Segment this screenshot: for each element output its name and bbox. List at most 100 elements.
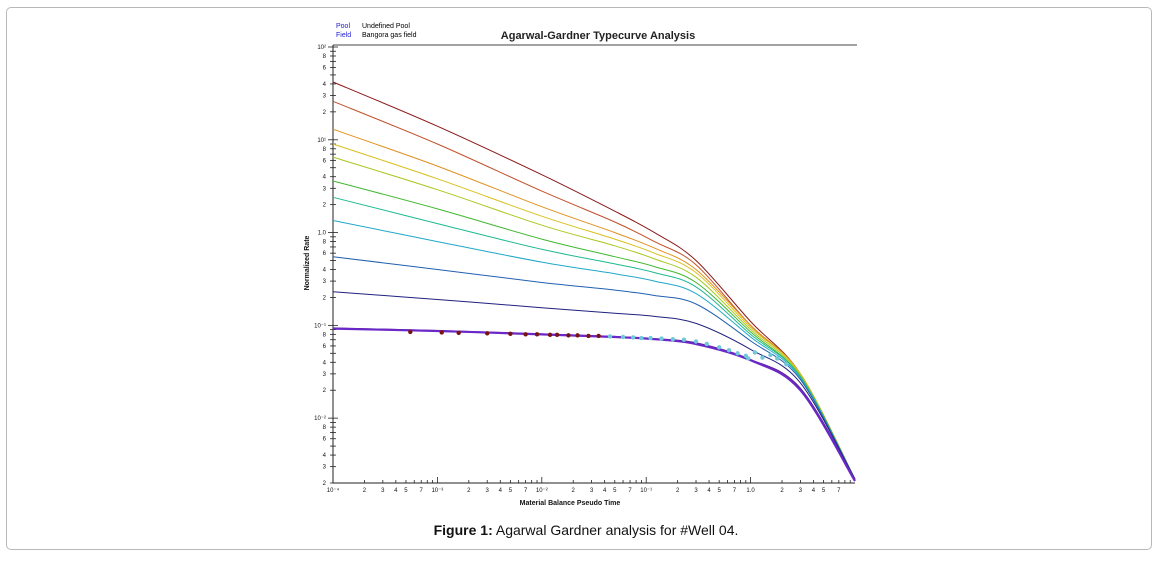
- y-tick-label: 8: [323, 332, 327, 338]
- x-tick-label: 10⁻³: [431, 488, 443, 494]
- x-tick-label: 10⁻⁴: [327, 487, 340, 494]
- typecurve-1: [332, 81, 856, 480]
- x-tick-label: 4: [812, 488, 816, 494]
- x-tick-label: 7: [628, 488, 632, 494]
- typecurve-5: [332, 156, 856, 480]
- x-tick-label: 2: [363, 488, 367, 494]
- y-tick-label: 2: [323, 388, 327, 394]
- caption-label: Figure 1:: [433, 522, 493, 538]
- y-tick-label: 2: [323, 295, 327, 301]
- x-tick-label: 5: [509, 488, 513, 494]
- data-point-light: [704, 341, 709, 347]
- y-tick-label: 10⁻²: [314, 416, 326, 422]
- x-tick-label: 7: [733, 488, 737, 494]
- x-tick-label: 5: [404, 488, 408, 494]
- x-tick-label: 7: [837, 488, 841, 494]
- typecurve-chart: Pool Undefined Pool Field Bangora gas fi…: [304, 23, 857, 507]
- y-tick-label: 3: [323, 186, 327, 192]
- x-tick-label: 7: [420, 488, 424, 494]
- data-point-dark: [554, 332, 560, 338]
- x-tick-label: 5: [718, 488, 722, 494]
- y-tick-label: 6: [323, 344, 327, 350]
- legend-pool-value: Undefined Pool: [362, 23, 410, 30]
- x-tick-label: 10⁻²: [536, 488, 548, 494]
- data-point-light: [784, 362, 789, 367]
- data-point-dark: [534, 332, 540, 337]
- x-tick-label: 3: [799, 488, 803, 494]
- x-tick-label: 3: [381, 488, 385, 494]
- legend-field-value: Bangora gas field: [362, 32, 417, 39]
- y-tick-label: 4: [323, 267, 327, 273]
- typecurve-7: [332, 196, 856, 480]
- data-point-light: [639, 335, 644, 341]
- y-tick-label: 8: [323, 54, 327, 60]
- data-point-light: [659, 336, 664, 341]
- y-tick-label: 6: [323, 437, 327, 443]
- typecurve-8: [332, 220, 856, 480]
- x-tick-label: 3: [590, 488, 594, 494]
- y-tick-label: 8: [323, 240, 327, 246]
- data-point-light: [768, 352, 773, 358]
- data-point-light: [752, 350, 758, 355]
- x-tick-label: 5: [613, 488, 617, 494]
- data-point-dark: [566, 333, 571, 338]
- data-point-light: [716, 345, 722, 350]
- data-point-dark: [575, 333, 580, 338]
- data-point-light: [670, 336, 676, 342]
- data-point-light: [648, 335, 653, 341]
- x-tick-label: 4: [394, 488, 398, 494]
- data-point-dark: [485, 331, 490, 336]
- x-tick-label: 2: [572, 488, 576, 494]
- typecurve-9: [332, 256, 856, 480]
- x-tick-label: 4: [707, 488, 711, 494]
- data-point-light: [726, 347, 732, 353]
- x-tick-label: 4: [603, 488, 607, 494]
- chart-title: Agarwal-Gardner Typecurve Analysis: [501, 30, 695, 42]
- typecurve-4: [332, 143, 856, 480]
- data-point-dark: [586, 333, 591, 339]
- y-tick-label: 3: [323, 465, 327, 471]
- x-tick-label: 7: [524, 488, 528, 494]
- y-tick-label: 4: [323, 453, 327, 459]
- y-tick-label: 10⁻¹: [314, 323, 326, 329]
- data-point-light: [746, 356, 751, 361]
- y-tick-label: 4: [323, 175, 327, 181]
- y-tick-label: 2: [323, 203, 327, 209]
- data-point-dark: [596, 333, 601, 339]
- y-tick-label: 8: [323, 425, 327, 431]
- figure-caption: Figure 1: Agarwal Gardner analysis for #…: [0, 522, 1172, 538]
- x-tick-label: 3: [694, 488, 698, 494]
- x-axis-label: Material Balance Pseudo Time: [520, 500, 621, 507]
- x-tick-label: 10⁻¹: [640, 488, 652, 494]
- x-tick-label: 4: [499, 488, 503, 494]
- plot-area: 10⁻⁴ 2 3 4 5 7 10⁻³ 2 3 4 5 7 10⁻² 2 3 4 5 7 10⁻¹ 2 3 4 5 7 1.0 2…: [314, 45, 856, 494]
- data-point-light: [735, 351, 740, 356]
- data-point-dark: [456, 330, 461, 336]
- y-tick-label: 2: [323, 110, 327, 116]
- legend-pool-key: Pool: [336, 23, 350, 30]
- y-tick-label: 8: [323, 147, 327, 153]
- typecurve-10: [332, 291, 856, 480]
- data-point-dark: [508, 331, 513, 337]
- data-point-dark: [523, 332, 528, 337]
- y-tick-label: 10¹: [317, 138, 326, 144]
- data-point-light: [630, 335, 636, 340]
- legend-field-key: Field: [336, 32, 351, 39]
- x-tick-label: 2: [780, 488, 784, 494]
- data-point-dark: [408, 329, 413, 335]
- y-tick-label: 6: [323, 251, 327, 257]
- data-point-dark: [547, 332, 553, 338]
- y-tick-label: 6: [323, 158, 327, 164]
- data-point-light: [681, 337, 687, 342]
- y-tick-label: 6: [323, 66, 327, 72]
- y-tick-label: 4: [323, 82, 327, 88]
- y-tick-label: 3: [323, 372, 327, 378]
- data-point-light: [693, 339, 699, 344]
- x-tick-label: 2: [467, 488, 471, 494]
- y-tick-label: 4: [323, 360, 327, 366]
- figure-frame: [6, 7, 1152, 550]
- x-tick-label: 5: [822, 488, 826, 494]
- y-axis-label: Normalized Rate: [304, 235, 311, 290]
- data-point-light: [607, 334, 613, 339]
- y-tick-label: 3: [323, 94, 327, 100]
